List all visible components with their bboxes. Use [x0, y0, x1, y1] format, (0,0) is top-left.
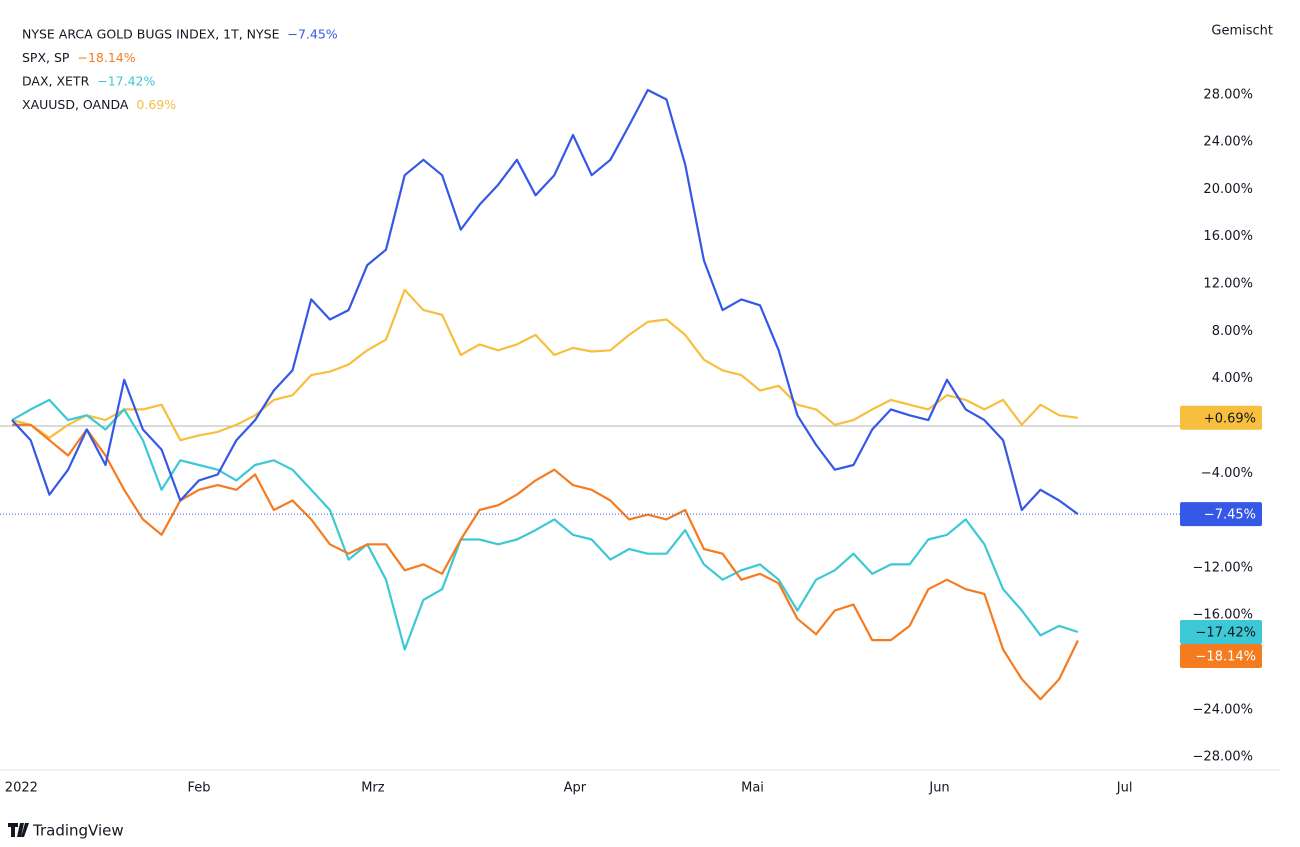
price-badge-label: −18.14% [1196, 650, 1256, 665]
y-tick-label: −4.00% [1201, 466, 1253, 481]
legend-value: −7.45% [288, 27, 338, 42]
price-badge-label: −7.45% [1204, 508, 1256, 523]
legend-value: −17.42% [97, 74, 155, 89]
brand: TradingView [8, 822, 124, 840]
legend-name: NYSE ARCA GOLD BUGS INDEX, 1T, NYSE [22, 27, 280, 42]
y-tick-label: 4.00% [1212, 371, 1253, 386]
y-tick-label: 24.00% [1203, 135, 1253, 150]
scale-label: Gemischt [1211, 24, 1273, 39]
legend-name: XAUUSD, OANDA [22, 97, 129, 112]
legend: NYSE ARCA GOLD BUGS INDEX, 1T, NYSE −7.45… [22, 27, 338, 113]
series-line [11, 398, 1079, 651]
legend-value: −18.14% [77, 50, 135, 65]
x-tick-label: Feb [187, 781, 210, 796]
y-tick-label: 20.00% [1203, 182, 1253, 197]
x-tick-label: Jun [928, 781, 949, 796]
brand-logo [8, 823, 29, 837]
series-line [11, 88, 1079, 515]
price-badge [1180, 644, 1262, 669]
legend-name: DAX, XETR [22, 74, 90, 89]
legend-value: 0.69% [136, 97, 176, 112]
x-tick-label: Jul [1116, 781, 1133, 796]
y-tick-label: −12.00% [1193, 560, 1253, 575]
x-tick-label: Apr [564, 781, 587, 796]
price-badge-label: +0.69% [1204, 411, 1256, 426]
series-line [11, 288, 1079, 442]
y-tick-label: −16.00% [1193, 608, 1253, 623]
price-badge [1180, 502, 1262, 527]
y-tick-label: 8.00% [1212, 324, 1253, 339]
legend-name: SPX, SP [22, 50, 70, 65]
x-tick-label: Mai [741, 781, 764, 796]
y-tick-label: 28.00% [1203, 87, 1253, 102]
series-line [12, 423, 1079, 701]
y-tick-label: 16.00% [1203, 229, 1253, 244]
price-badge [1180, 405, 1262, 430]
brand-name: TradingView [32, 822, 124, 840]
y-tick-label: −28.00% [1193, 750, 1253, 765]
y-tick-label: 12.00% [1203, 277, 1253, 292]
price-badge-label: −17.42% [1196, 626, 1256, 641]
x-tick-label: 2022 [5, 781, 38, 796]
y-tick-label: −24.00% [1193, 702, 1253, 717]
price-badge [1180, 620, 1262, 645]
x-tick-label: Mrz [361, 781, 385, 796]
